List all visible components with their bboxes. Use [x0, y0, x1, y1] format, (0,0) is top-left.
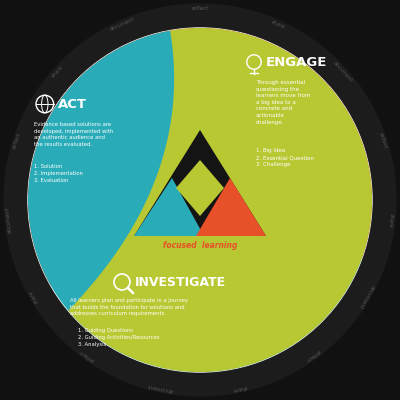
Text: INVESTIGATE: INVESTIGATE	[135, 276, 226, 288]
Polygon shape	[176, 160, 224, 216]
Circle shape	[28, 28, 372, 372]
Polygon shape	[68, 28, 372, 372]
Text: 1. Guiding Questions
2. Guiding Activities/Resources
3. Analysis: 1. Guiding Questions 2. Guiding Activiti…	[78, 328, 160, 347]
Text: 1. Big Idea
2. Essential Question
3. Challenge: 1. Big Idea 2. Essential Question 3. Cha…	[256, 148, 314, 167]
Polygon shape	[196, 178, 266, 236]
Polygon shape	[134, 130, 266, 236]
Text: document: document	[109, 17, 135, 32]
Text: document: document	[146, 382, 174, 393]
Polygon shape	[134, 178, 204, 236]
Text: Through essential
questioning the
learners move from
a big idea to a
concrete an: Through essential questioning the learne…	[256, 80, 310, 125]
Text: reflect: reflect	[79, 348, 96, 362]
Text: document: document	[5, 206, 13, 234]
Text: share: share	[270, 19, 286, 30]
Text: All learners plan and participate in a journey
that builds the foundation for so: All learners plan and participate in a j…	[70, 298, 188, 316]
Text: share: share	[388, 212, 394, 228]
Text: ENGAGE: ENGAGE	[266, 56, 327, 68]
Polygon shape	[28, 28, 372, 286]
Text: share: share	[28, 288, 40, 304]
Text: share: share	[232, 384, 248, 392]
Text: share: share	[50, 64, 64, 79]
Text: reflect: reflect	[304, 348, 321, 362]
Text: reflect: reflect	[378, 132, 388, 150]
Text: ACT: ACT	[58, 98, 87, 110]
Text: document: document	[358, 283, 375, 309]
Circle shape	[4, 4, 396, 396]
Text: reflect: reflect	[12, 132, 22, 150]
Text: Evidence based solutions are
developed, implemented with
an authentic audience a: Evidence based solutions are developed, …	[34, 122, 113, 147]
Text: reflect: reflect	[192, 6, 208, 10]
Text: document: document	[332, 60, 354, 83]
Text: focused  learning: focused learning	[163, 242, 237, 250]
Text: 1. Solution
2. Implementation
3. Evaluation: 1. Solution 2. Implementation 3. Evaluat…	[34, 164, 83, 183]
Polygon shape	[28, 31, 362, 372]
